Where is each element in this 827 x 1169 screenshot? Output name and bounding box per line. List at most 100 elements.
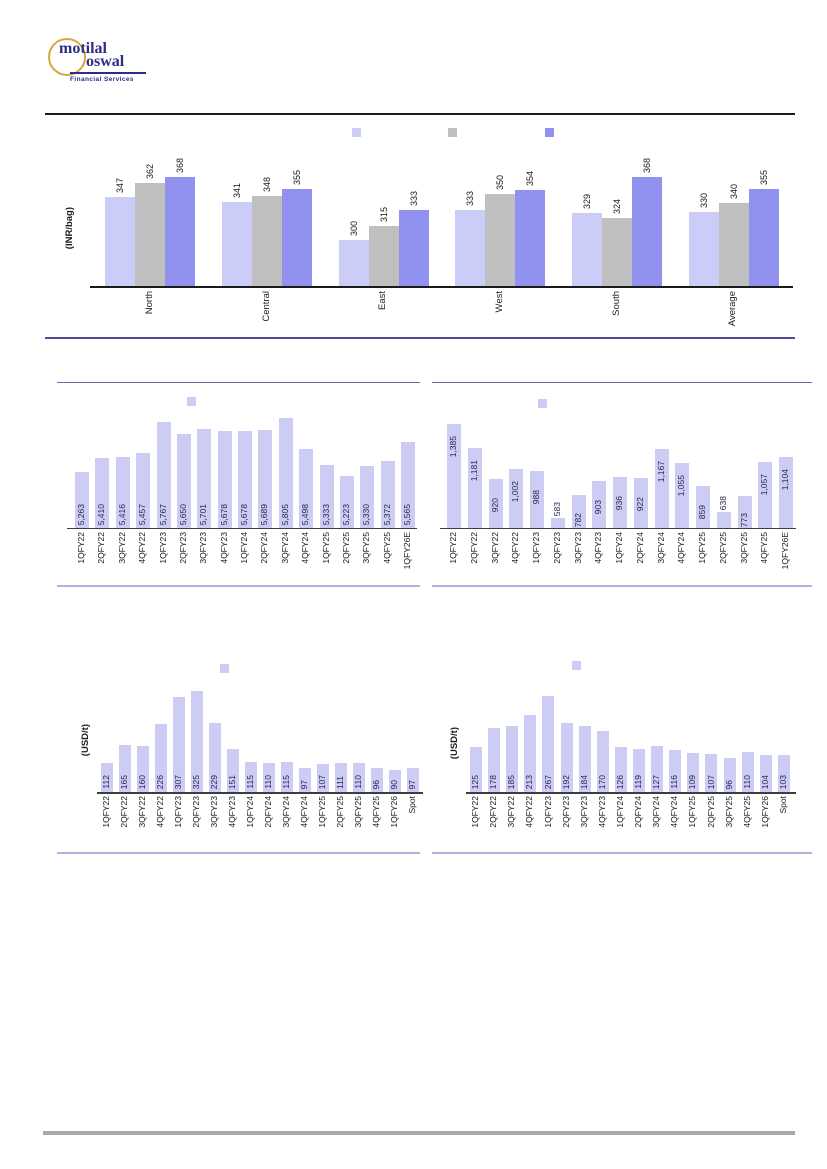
logo-tagline: Financial Services <box>70 76 134 83</box>
bar-group: 300 315 333 <box>325 171 442 286</box>
bar: 5,330 <box>360 414 375 528</box>
bar: 315 <box>368 171 399 286</box>
bar-value-label: 1,055 <box>676 474 687 496</box>
section-separator-line <box>45 337 795 339</box>
x-tick-label: 1QFY23 <box>542 796 553 828</box>
bar: 368 <box>632 158 663 286</box>
bar-value-label: 5,457 <box>137 503 148 525</box>
bar: 1,057 <box>758 422 773 528</box>
bar: 96 <box>723 695 736 792</box>
bar-rect <box>723 758 736 792</box>
bar-value-label: 115 <box>281 775 292 789</box>
bar-value-label: 5,372 <box>381 503 392 525</box>
x-tick-label: East <box>377 291 389 311</box>
bar-rect <box>633 478 648 528</box>
bar: 5,689 <box>258 414 273 528</box>
bar-rect <box>263 763 275 792</box>
bar-rect <box>542 696 555 792</box>
x-tick-label: 4QFY25 <box>759 532 770 564</box>
bar-rect <box>360 466 375 528</box>
bar-rect <box>748 189 779 286</box>
x-tick-label: 4QFY22 <box>524 796 535 828</box>
x-tick-label: 1QFY23 <box>173 796 184 828</box>
x-tick-label: 2QFY25 <box>335 796 346 828</box>
bar-value-label: 1,002 <box>510 480 521 502</box>
bar-rect <box>353 763 365 792</box>
bar-rect <box>718 203 749 286</box>
x-tick-label: 2QFY23 <box>191 796 202 828</box>
bar: 5,457 <box>136 414 151 528</box>
bar: 368 <box>165 158 196 286</box>
bar: 226 <box>155 689 167 792</box>
x-tick-label: Average <box>727 291 739 327</box>
bar-value-label: 107 <box>705 774 716 789</box>
x-tick-label: 2QFY22 <box>468 532 479 564</box>
bar-rect <box>407 768 419 792</box>
bar-rect <box>281 762 293 792</box>
bar-value-label: 347 <box>115 177 126 193</box>
bar-value-label: 333 <box>465 190 476 206</box>
x-tick-label: 2QFY24 <box>633 796 644 828</box>
bar-value-label: 330 <box>698 192 709 208</box>
bar: 97 <box>407 689 419 792</box>
x-tick-label: Spot <box>777 796 788 814</box>
bar-rect <box>524 715 537 792</box>
bar-value-label: 782 <box>572 512 583 527</box>
bar-rect <box>485 194 516 286</box>
bar-value-label: 324 <box>611 198 622 214</box>
bar: 165 <box>119 689 131 792</box>
bar: 333 <box>398 171 429 286</box>
x-tick-label: 1QFY23 <box>157 532 168 564</box>
bar: 341 <box>222 171 252 286</box>
bar: 307 <box>173 689 185 792</box>
legend-swatch <box>187 397 196 406</box>
bar-value-label: 1,385 <box>448 435 459 457</box>
bar-value-label: 96 <box>723 779 734 789</box>
bar: 109 <box>687 695 700 792</box>
bar-value-label: 354 <box>525 170 536 186</box>
bar-rect <box>779 457 793 528</box>
bar-rect <box>401 442 415 528</box>
bar: 330 <box>688 171 719 286</box>
x-axis-line <box>466 792 796 794</box>
bar-value-label: 104 <box>759 774 770 789</box>
x-tick-label: 2QFY25 <box>340 532 351 564</box>
bar: 5,650 <box>176 414 191 528</box>
bar: 355 <box>748 170 779 286</box>
bar-rect <box>165 177 196 286</box>
x-tick-label: 1QFY24 <box>245 796 256 828</box>
bar-rect <box>245 762 257 792</box>
chart-coal-usd: (USD/t) 125 178 185 213 267 192 184 170 126 119 12… <box>432 645 812 854</box>
bar-rect <box>572 213 603 286</box>
bar: 903 <box>592 422 607 528</box>
bar: 5,416 <box>115 414 130 528</box>
bar-value-label: 110 <box>741 775 752 789</box>
x-tick-label: 1QFY22 <box>101 796 112 828</box>
bar: 96 <box>371 689 383 792</box>
bar: 184 <box>578 695 591 792</box>
bar: 1,002 <box>509 422 524 528</box>
bar-value-label: 315 <box>378 206 389 222</box>
bar-value-label: 903 <box>593 499 604 514</box>
x-tick-label: 2QFY22 <box>488 796 499 828</box>
bar-rect <box>335 763 347 792</box>
bar: 107 <box>317 689 329 792</box>
bar-group: 333 350 354 <box>442 171 559 286</box>
bar: 350 <box>485 171 516 286</box>
bar-rect <box>368 226 399 286</box>
x-tick-label: 1QFY22 <box>448 532 459 564</box>
bar: 325 <box>191 689 203 792</box>
bar: 185 <box>506 695 519 792</box>
bar-value-label: 922 <box>634 496 645 511</box>
bar-rect <box>737 496 752 528</box>
bar-value-label: 5,410 <box>96 503 107 525</box>
bar-value-label: 1,104 <box>780 468 791 490</box>
bar-value-label: 5,701 <box>198 503 209 525</box>
x-tick-label: Central <box>260 291 272 322</box>
bar-value-label: 107 <box>317 774 328 789</box>
logo-word-1: motilal <box>59 40 107 57</box>
x-tick-label: West <box>493 291 505 313</box>
x-tick-label: 1QFY26E <box>780 532 791 570</box>
legend-swatch-series-3 <box>545 128 554 137</box>
bar-value-label: 307 <box>173 774 184 789</box>
